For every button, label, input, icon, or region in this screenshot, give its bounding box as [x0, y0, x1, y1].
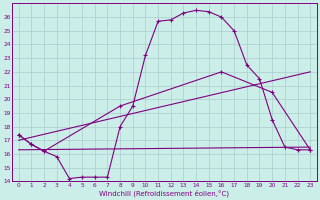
- X-axis label: Windchill (Refroidissement éolien,°C): Windchill (Refroidissement éolien,°C): [100, 189, 229, 197]
